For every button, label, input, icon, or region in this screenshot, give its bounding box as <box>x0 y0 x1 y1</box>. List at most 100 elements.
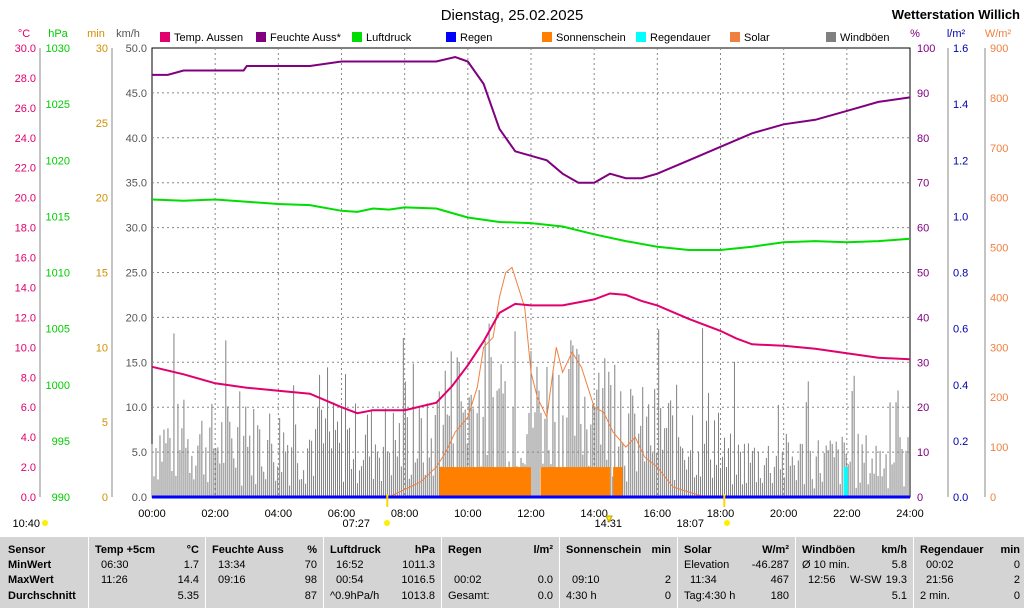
sun-marker-icon <box>384 520 390 526</box>
rain-unit: l/m² <box>533 544 553 556</box>
solar-elevation-value: -46.287 <box>751 559 789 571</box>
pressure-min-value: 1011.3 <box>402 559 435 571</box>
stats-rain-column: Regen l/m² 00:02 0.0 Gesamt: 0.0 <box>441 537 559 608</box>
x-tick-label: 04:00 <box>265 508 293 520</box>
pressure-axis-title: hPa <box>48 28 68 40</box>
humidity-axis-label: 100 <box>917 43 935 55</box>
max-row-label: MaxWert <box>8 574 54 586</box>
solar-axis-title: W/m² <box>985 28 1012 40</box>
rain-duration-max-time: 21:56 <box>926 574 954 586</box>
stats-pressure-column: Luftdruck hPa 16:52 1011.3 00:54 1016.5 … <box>323 537 441 608</box>
solar-unit: W/m² <box>762 544 789 556</box>
rain-duration-max-value: 2 <box>1013 574 1020 586</box>
temp-axis-label: 18.0 <box>15 223 36 235</box>
humidity-axis-label: 0 <box>917 492 923 504</box>
humidity-max-value: 98 <box>304 574 317 586</box>
sunshine-block <box>540 467 610 497</box>
wind-axis-label: 40.0 <box>126 133 147 145</box>
x-tick-label: 24:00 <box>896 508 924 520</box>
rain-header: Regen <box>448 544 482 556</box>
rain-axis-label: 0.0 <box>953 492 968 504</box>
gust-avg10-label: Ø 10 min. <box>802 559 850 571</box>
duration-axis-label: 25 <box>96 118 108 130</box>
x-tick-label: 10:00 <box>454 508 482 520</box>
solar-axis-label: 200 <box>990 392 1008 404</box>
humidity-axis-label: 50 <box>917 268 929 280</box>
humidity-axis-label: 90 <box>917 88 929 100</box>
rain-axis-label: 1.6 <box>953 43 968 55</box>
rain-duration-bar <box>843 467 848 497</box>
x-tick-label: 12:00 <box>517 508 545 520</box>
duration-axis-label: 0 <box>102 492 108 504</box>
humidity-min-time: 13:34 <box>218 559 246 571</box>
midday-marker-label: 14:31 <box>594 518 622 530</box>
duration-axis-label: 20 <box>96 193 108 205</box>
humidity-max-time: 09:16 <box>218 574 246 586</box>
pressure-max-value: 1016.5 <box>401 574 435 586</box>
sunshine-block <box>439 467 531 497</box>
humidity-header: Feuchte Auss <box>212 544 284 556</box>
temp-legend-swatch <box>160 32 170 42</box>
humidity-axis-label: 40 <box>917 312 929 324</box>
stats-temp-column: Temp +5cm °C 06:30 1.7 11:26 14.4 5.35 <box>88 537 205 608</box>
temp-header: Temp +5cm <box>95 544 156 556</box>
stats-rain-duration-column: Regendauer min 00:02 0 21:56 2 2 min. 0 <box>913 537 1024 608</box>
sunshine-total-value: 0 <box>664 590 671 602</box>
statistics-panel: Sensor MinWert MaxWert Durchschnitt Temp… <box>0 537 1024 608</box>
chart-markers: 10:40 07:27 18:07 14:31 <box>12 494 730 530</box>
wind-axis-label: 20.0 <box>126 312 147 324</box>
wind-axis-label: 15.0 <box>126 357 147 369</box>
pressure-trend: ^0.9hPa/h <box>330 590 380 602</box>
pressure-axis-label: 1020 <box>46 155 70 167</box>
temp-axis-label: 12.0 <box>15 312 36 324</box>
solar-elevation-label: Elevation <box>684 559 730 571</box>
sunshine-block <box>613 467 623 497</box>
gust-max-time: 12:56 <box>808 574 836 586</box>
rain_duration-legend-label: Regendauer <box>650 32 711 44</box>
solar-axis-label: 0 <box>990 492 996 504</box>
rain-duration-min-time: 00:02 <box>926 559 954 571</box>
wind-axis-label: 10.0 <box>126 402 147 414</box>
sunrise_left-marker-label: 10:40 <box>12 518 40 530</box>
chart-legend: Temp. Aussen Feuchte Auss* Luftdruck Regen S… <box>160 32 890 44</box>
rain-axis-label: 1.0 <box>953 211 968 223</box>
humidity-axis-label: 60 <box>917 223 929 235</box>
wind-axis-title: km/h <box>116 28 140 40</box>
rain-legend-swatch <box>446 32 456 42</box>
pressure-axis-label: 990 <box>52 492 70 504</box>
rain-axis-label: 1.2 <box>953 155 968 167</box>
stats-sunshine-column: Sonnenschein min 09:10 2 4:30 h 0 <box>559 537 677 608</box>
sunshine-max-time: 09:10 <box>572 574 600 586</box>
humidity-legend-swatch <box>256 32 266 42</box>
solar-axis-label: 400 <box>990 292 1008 304</box>
humidity-line <box>152 55 911 184</box>
rain-axis-title: l/m² <box>947 28 966 40</box>
gust-legend-swatch <box>826 32 836 42</box>
temp-avg-value: 5.35 <box>177 590 199 602</box>
wind-axis-label: 5.0 <box>132 447 147 459</box>
humidity-axis-title: % <box>910 28 920 40</box>
pressure-avg-value: 1013.8 <box>401 590 435 602</box>
pressure-axis-label: 995 <box>52 436 70 448</box>
duration-axis-title: min <box>87 28 105 40</box>
pressure-axis-label: 1025 <box>46 99 70 111</box>
solar-legend-label: Solar <box>744 32 770 44</box>
humidity-avg-value: 87 <box>304 590 317 602</box>
solar-axis-label: 800 <box>990 93 1008 105</box>
x-tick-label: 02:00 <box>201 508 229 520</box>
rain-duration-avg-value: 0 <box>1013 590 1020 602</box>
gust-max-direction: W-SW <box>850 574 882 586</box>
temp-unit: °C <box>186 544 199 556</box>
pressure-axis-label: 1030 <box>46 43 70 55</box>
wind-axis-label: 45.0 <box>126 88 147 100</box>
stats-humidity-column: Feuchte Auss % 13:34 70 09:16 98 87 <box>205 537 323 608</box>
duration-axis-label: 30 <box>96 43 108 55</box>
pressure-axis-label: 1005 <box>46 324 70 336</box>
wind-axis-label: 30.0 <box>126 223 147 235</box>
min-row-label: MinWert <box>8 559 52 571</box>
humidity-legend-label: Feuchte Auss* <box>270 32 342 44</box>
rain-total-label: Gesamt: <box>448 590 490 602</box>
wind-axis-label: 35.0 <box>126 178 147 190</box>
temp-axis-label: 20.0 <box>15 193 36 205</box>
solar-max-value: 467 <box>770 574 789 586</box>
